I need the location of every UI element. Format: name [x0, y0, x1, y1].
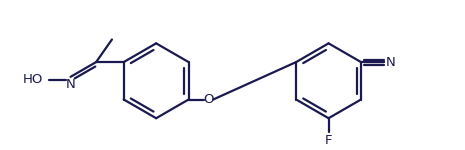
Text: O: O: [203, 93, 213, 106]
Text: HO: HO: [23, 73, 43, 86]
Text: F: F: [325, 134, 332, 147]
Text: N: N: [385, 56, 395, 69]
Text: N: N: [66, 78, 75, 91]
